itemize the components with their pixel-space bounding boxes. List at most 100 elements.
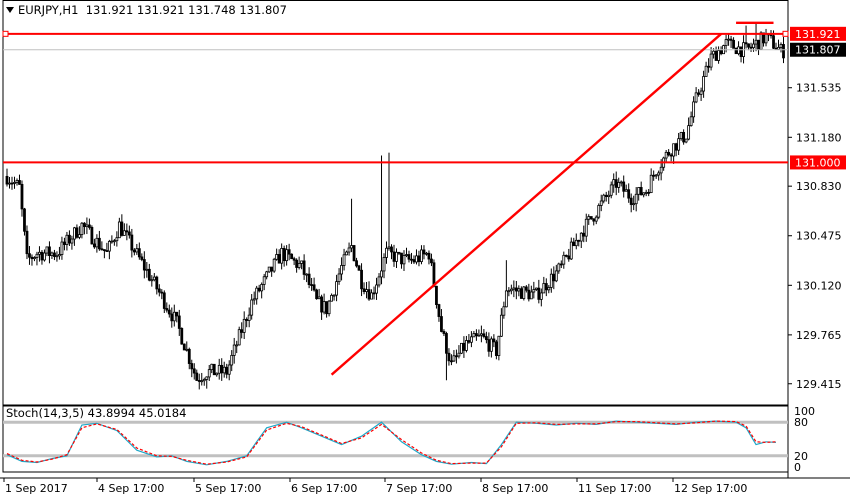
candle: [499, 314, 503, 337]
candle: [465, 340, 468, 351]
candle: [58, 254, 61, 257]
candle: [739, 46, 743, 57]
y-tick-label: 129.415: [796, 378, 842, 391]
candle: [227, 364, 231, 375]
candle: [320, 296, 323, 313]
candle: [232, 344, 236, 356]
candle: [13, 182, 16, 184]
candle: [729, 38, 733, 41]
candle: [310, 284, 314, 286]
candle: [300, 260, 304, 264]
candle: [487, 339, 491, 352]
candles: [5, 22, 785, 390]
candle: [382, 257, 386, 272]
candle: [644, 191, 648, 194]
candle: [517, 288, 521, 292]
candle: [345, 251, 348, 256]
candle: [559, 263, 563, 266]
candle: [352, 245, 356, 262]
candle: [684, 138, 688, 143]
candle: [447, 352, 451, 362]
candle: [97, 237, 101, 250]
candle: [28, 253, 31, 258]
candle: [362, 288, 366, 293]
candle: [512, 287, 516, 290]
candle: [649, 174, 653, 194]
candle: [724, 39, 728, 47]
candle: [779, 44, 783, 48]
candle: [380, 270, 383, 278]
candle: [195, 372, 199, 381]
candle: [477, 334, 481, 337]
candle: [629, 197, 633, 205]
candle: [23, 208, 26, 232]
candle: [717, 50, 720, 61]
candle: [150, 279, 154, 282]
candle: [607, 194, 611, 198]
candle: [45, 246, 49, 254]
candle: [734, 47, 738, 55]
stoch-y-tick-label: 100: [794, 405, 815, 418]
candle: [759, 32, 763, 50]
y-tick-label: 131.180: [796, 131, 842, 144]
candle: [172, 311, 176, 322]
candle: [267, 266, 271, 273]
candle: [694, 92, 698, 103]
symbol-label: EURJPY,H1: [18, 3, 79, 17]
candle: [669, 154, 673, 157]
resistance-handle-left: [2, 30, 9, 37]
x-tick-label: 1 Sep 2017: [5, 482, 68, 495]
candle: [135, 248, 139, 253]
candle: [137, 248, 141, 258]
candle: [397, 251, 401, 254]
candle: [287, 249, 291, 255]
candle: [417, 255, 421, 263]
candle: [197, 380, 201, 382]
candle: [577, 239, 581, 242]
candle: [290, 253, 294, 260]
candle: [8, 182, 11, 185]
candle: [407, 254, 411, 260]
candle: [757, 39, 760, 50]
y-tick-label: 131.535: [796, 82, 842, 95]
candle: [202, 379, 206, 382]
candle: [672, 143, 676, 157]
candle: [405, 254, 408, 256]
candle: [617, 182, 621, 188]
candle: [155, 276, 159, 290]
candle: [410, 258, 413, 261]
stoch-indicator-label: Stoch(14,3,5) 43.8994 45.0184: [6, 406, 187, 420]
candle: [85, 224, 89, 228]
candle: [43, 252, 46, 261]
dropdown-triangle-icon[interactable]: [6, 7, 14, 13]
candle: [642, 192, 646, 196]
candle: [657, 172, 661, 176]
stoch-y-tick-label: 20: [794, 450, 808, 463]
candle: [450, 360, 453, 363]
candle: [182, 343, 186, 351]
candle: [697, 92, 701, 95]
y-tick-label: 129.765: [796, 329, 842, 342]
candle: [440, 316, 443, 332]
x-tick-label: 6 Sep 17:00: [291, 482, 357, 495]
candle: [445, 333, 448, 354]
candle: [682, 131, 686, 143]
candle: [639, 187, 643, 196]
candle: [472, 333, 476, 338]
candle: [679, 131, 683, 140]
candle: [714, 50, 718, 61]
candle: [547, 287, 551, 291]
price-tag-resistance-mid-bg: [790, 155, 846, 170]
candle: [592, 218, 596, 222]
candle: [190, 363, 194, 370]
candle: [70, 238, 74, 244]
candle: [302, 260, 306, 275]
candle: [460, 342, 463, 354]
candle: [157, 288, 161, 293]
candle: [437, 304, 441, 317]
candle: [572, 241, 576, 247]
candle: [524, 286, 528, 291]
candle: [162, 292, 166, 309]
